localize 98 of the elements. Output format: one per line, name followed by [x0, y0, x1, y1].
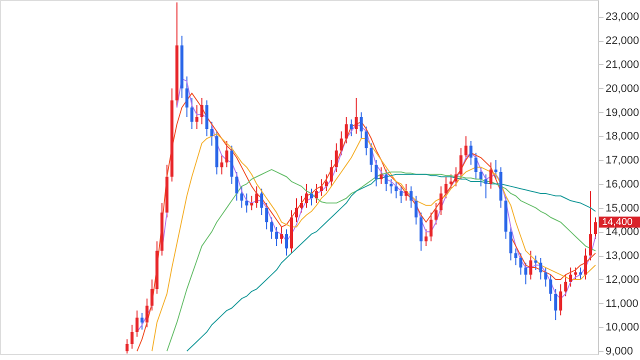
y-tick-label: 13,000 [606, 250, 640, 262]
candlestick [255, 186, 258, 208]
candlestick [374, 160, 378, 187]
y-tick-label: 18,000 [606, 130, 640, 143]
y-tick-label: 12,000 [606, 274, 640, 286]
y-tick-label: 16,000 [606, 178, 640, 190]
candlestick [334, 142, 338, 172]
candlestick [549, 274, 552, 302]
candlestick [200, 97, 204, 125]
candlestick [519, 252, 522, 276]
candlestick [295, 198, 298, 223]
candlestick [449, 174, 452, 190]
candlestick [424, 228, 428, 247]
candlestick [150, 278, 154, 312]
candlestick [304, 183, 308, 208]
candlestick [300, 195, 303, 214]
candlestick [245, 192, 248, 214]
candlestick [380, 166, 383, 184]
candlestick [210, 121, 214, 146]
text: 14,400 [602, 217, 634, 228]
candlestick [459, 148, 462, 180]
candlestick [544, 267, 548, 288]
candlestick [185, 76, 188, 118]
candlestick [444, 176, 448, 199]
candlestick [270, 216, 274, 240]
candlestick [130, 324, 134, 350]
candlestick [340, 130, 343, 156]
candlestick [430, 212, 433, 242]
candlestick [225, 140, 228, 168]
candlestick [569, 267, 572, 288]
candlestick [190, 97, 194, 130]
candlestick [514, 248, 518, 266]
candlestick [360, 112, 363, 140]
y-tick-label: 10,000 [606, 322, 640, 334]
candlestick [554, 288, 558, 321]
candlestick [250, 195, 254, 211]
candlestick [260, 188, 264, 216]
candlestick [434, 202, 438, 226]
y-tick-label: 11,000 [606, 298, 638, 310]
candlestick [280, 226, 284, 244]
candlestick [489, 162, 492, 190]
y-tick-label: 15,000 [606, 202, 640, 214]
y-tick-label: 17,000 [606, 154, 640, 167]
candlestick [420, 212, 423, 252]
candlestick [524, 262, 528, 285]
candlestick [344, 116, 348, 144]
candlestick [464, 136, 468, 161]
candlestick [469, 140, 472, 166]
candlestick [539, 257, 542, 280]
candlestick [534, 255, 538, 270]
candlestick [275, 226, 278, 247]
candlestick [136, 310, 139, 338]
candlestick [195, 104, 198, 130]
candlestick [205, 100, 208, 137]
y-tick-label: 22,000 [606, 35, 640, 48]
candlestick [390, 178, 393, 194]
candlestick [350, 118, 353, 137]
candlestick [589, 190, 592, 261]
candlestick [265, 202, 268, 230]
y-tick-label: 21,000 [606, 58, 640, 71]
candlestick [140, 312, 144, 330]
candlestick [400, 186, 403, 204]
candlestick [240, 186, 244, 208]
candlestick [414, 195, 418, 226]
candlestick [370, 142, 373, 172]
candlestick [314, 183, 318, 204]
y-tick-label: 20,000 [606, 82, 640, 95]
candlestick [310, 188, 313, 206]
candlestick [454, 166, 458, 187]
candlestick [146, 298, 149, 328]
candlestick [320, 178, 323, 196]
candlestick [354, 97, 358, 134]
candlestick [484, 174, 488, 199]
y-tick-label: 9,000 [606, 346, 634, 358]
candlestick [364, 126, 368, 156]
candlestick [594, 216, 598, 240]
candlestick [235, 171, 238, 202]
candlestick [440, 186, 443, 216]
candlestick [564, 274, 568, 297]
candlestick [126, 338, 129, 354]
candlestick [584, 248, 588, 280]
candlestick [410, 186, 413, 208]
candlestick [324, 174, 328, 192]
candlestick [220, 154, 224, 175]
candlestick [529, 250, 532, 280]
candlestick [559, 284, 562, 316]
candlestick [404, 183, 408, 202]
candlestick [330, 160, 333, 187]
y-tick-label: 14,000 [606, 226, 640, 238]
candlestick [509, 226, 512, 261]
candlestick [494, 160, 498, 180]
candlestick [479, 166, 482, 187]
candlestick [285, 228, 288, 256]
y-tick-label: 23,000 [606, 11, 640, 24]
candlestick [384, 169, 388, 192]
candlestick [474, 152, 478, 180]
candlestick [394, 181, 398, 199]
y-tick-label: 19,000 [606, 106, 640, 119]
